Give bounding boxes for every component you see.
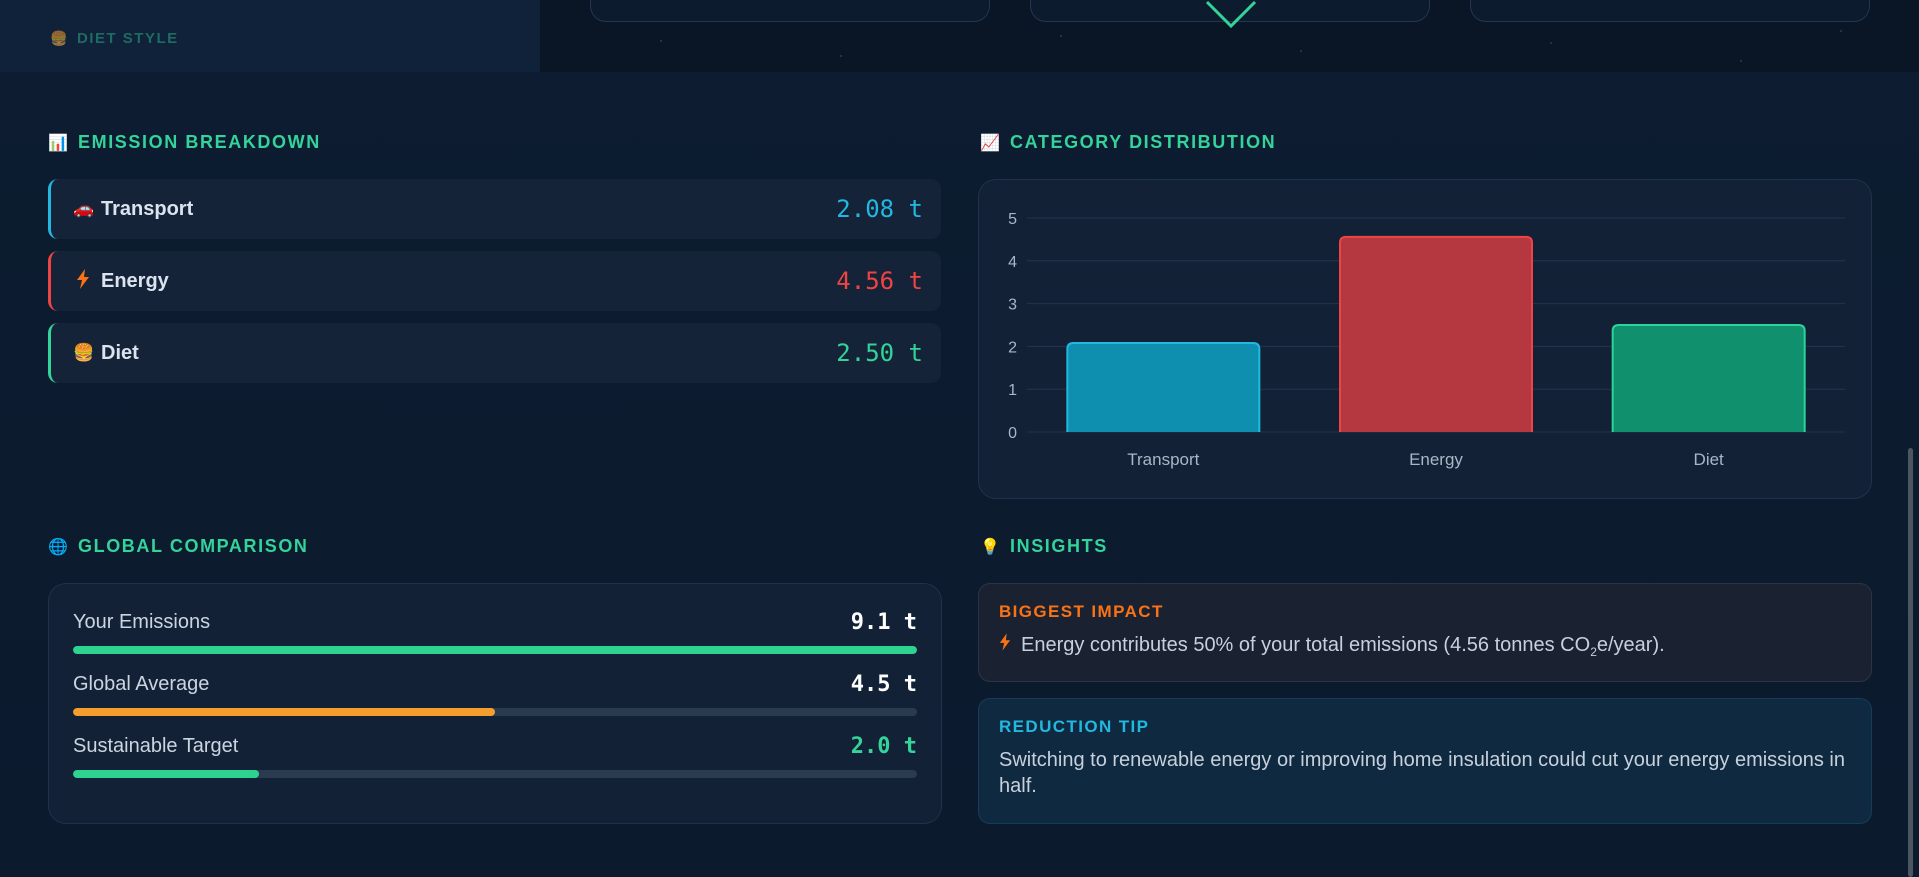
breakdown-row-energy: Energy 4.56 t — [48, 251, 941, 311]
bar-energy — [1339, 235, 1533, 432]
comparison-value: 2.0 t — [850, 733, 917, 759]
lightning-icon — [73, 268, 93, 294]
y-tick-label: 3 — [1008, 297, 1017, 314]
breakdown-value: 2.08 t — [836, 195, 923, 223]
comparison-bar — [73, 770, 259, 778]
globe-icon: 🌐 — [48, 538, 70, 556]
trend-chart-icon: 📈 — [980, 134, 1002, 152]
global-comparison-heading: 🌐 GLOBAL COMPARISON — [48, 536, 309, 557]
comparison-item-sustainable-target: Sustainable Target 2.0 t — [73, 732, 917, 778]
comparison-label: Global Average — [73, 672, 210, 695]
breakdown-label: Diet — [101, 341, 139, 364]
top-strip: 🍔 DIET STYLE — [0, 0, 1919, 72]
category-distribution-title: CATEGORY DISTRIBUTION — [1010, 132, 1277, 152]
comparison-label: Your Emissions — [73, 610, 211, 633]
comparison-item-your-emissions: Your Emissions 9.1 t — [73, 608, 917, 654]
category-chart-card: 0 1 2 3 4 5 Transport Energy Diet — [978, 179, 1872, 499]
breakdown-row-diet: 🍔 Diet 2.50 t — [48, 323, 941, 383]
breakdown-value: 2.50 t — [836, 339, 923, 367]
global-comparison-title: GLOBAL COMPARISON — [78, 536, 309, 556]
category-bar-chart: 0 1 2 3 4 5 Transport Energy Diet — [1008, 211, 1845, 469]
bar-transport — [1066, 341, 1261, 432]
breakdown-row-transport: 🚗 Transport 2.08 t — [48, 179, 941, 239]
lightning-icon — [999, 632, 1011, 665]
y-tick-label: 0 — [1008, 425, 1017, 442]
comparison-bar — [73, 708, 495, 716]
x-tick-label: Diet — [1694, 450, 1725, 469]
x-tick-label: Transport — [1127, 450, 1199, 469]
emission-breakdown-title: EMISSION BREAKDOWN — [78, 132, 321, 152]
biggest-impact-text: Energy contributes 50% of your total emi… — [999, 632, 1851, 665]
option-card[interactable] — [1470, 0, 1870, 22]
comparison-track — [73, 770, 917, 778]
option-card[interactable] — [590, 0, 990, 22]
biggest-impact-card: BIGGEST IMPACT Energy contributes 50% of… — [978, 583, 1872, 682]
breakdown-label: Transport — [101, 197, 194, 220]
reduction-tip-title: REDUCTION TIP — [999, 717, 1150, 736]
comparison-value: 9.1 t — [850, 609, 917, 635]
reduction-tip-card: REDUCTION TIP Switching to renewable ene… — [978, 698, 1872, 824]
reduction-tip-text: Switching to renewable energy or improvi… — [999, 749, 1845, 797]
comparison-track — [73, 646, 917, 654]
y-tick-label: 2 — [1008, 339, 1017, 356]
y-tick-label: 1 — [1008, 382, 1017, 399]
diet-style-panel: 🍔 DIET STYLE — [0, 0, 540, 72]
comparison-item-global-average: Global Average 4.5 t — [73, 670, 917, 716]
y-tick-label: 5 — [1008, 211, 1017, 228]
starfield-panel — [540, 0, 1919, 72]
scrollbar[interactable] — [1908, 448, 1913, 877]
y-tick-label: 4 — [1008, 254, 1017, 271]
burger-icon: 🍔 — [73, 343, 95, 362]
global-comparison-card: Your Emissions 9.1 t Global Average 4.5 … — [48, 583, 942, 824]
comparison-label: Sustainable Target — [73, 734, 239, 757]
lightbulb-icon: 💡 — [980, 538, 1002, 556]
comparison-track — [73, 708, 917, 716]
chevron-down-icon[interactable] — [1205, 0, 1257, 30]
insights-heading: 💡 INSIGHTS — [980, 536, 1108, 557]
insights-title: INSIGHTS — [1010, 536, 1108, 556]
burger-icon: 🍔 — [50, 30, 69, 46]
bar-diet — [1611, 324, 1806, 432]
comparison-value: 4.5 t — [850, 671, 917, 697]
bar-chart-icon: 📊 — [48, 134, 70, 152]
diet-style-label: DIET STYLE — [76, 30, 179, 47]
breakdown-value: 4.56 t — [836, 267, 923, 295]
breakdown-label: Energy — [101, 269, 169, 292]
diet-style-heading: 🍔 DIET STYLE — [50, 30, 179, 47]
car-icon: 🚗 — [73, 199, 95, 218]
comparison-bar — [73, 646, 917, 654]
x-tick-label: Energy — [1409, 450, 1463, 469]
emission-breakdown-heading: 📊 EMISSION BREAKDOWN — [48, 132, 321, 153]
biggest-impact-title: BIGGEST IMPACT — [999, 602, 1164, 621]
category-distribution-heading: 📈 CATEGORY DISTRIBUTION — [980, 132, 1276, 153]
